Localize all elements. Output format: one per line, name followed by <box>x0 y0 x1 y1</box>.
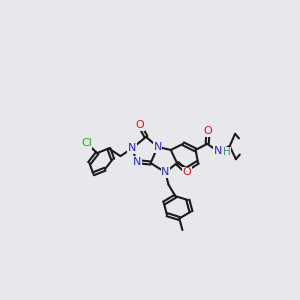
Text: O: O <box>183 167 191 177</box>
Text: O: O <box>135 120 144 130</box>
Text: N: N <box>214 146 222 157</box>
Text: H: H <box>223 147 230 157</box>
Text: Cl: Cl <box>81 138 92 148</box>
Text: N: N <box>161 167 170 177</box>
Text: N: N <box>153 142 162 152</box>
Text: N: N <box>133 157 141 166</box>
Text: O: O <box>204 127 212 136</box>
Text: N: N <box>128 143 136 153</box>
